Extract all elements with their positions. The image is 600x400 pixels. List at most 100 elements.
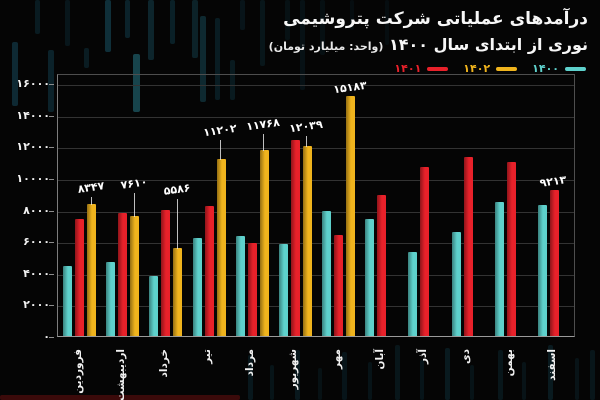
x-axis-label: مهر bbox=[330, 349, 343, 369]
y-axis-tick-label: ۲۰۰۰ bbox=[23, 298, 50, 312]
decorative-streak bbox=[575, 358, 579, 400]
x-axis-label: بهمن bbox=[503, 349, 516, 377]
bar-1400-month-3 bbox=[149, 275, 159, 336]
decorative-streak bbox=[522, 362, 526, 400]
gridline-2000 bbox=[58, 306, 574, 308]
y-axis-tick-label: ۱۴۰۰۰ bbox=[16, 108, 50, 122]
bar-1402-month-4 bbox=[216, 158, 226, 336]
bar-1400-month-8 bbox=[365, 219, 375, 336]
bar-1401-month-8 bbox=[377, 195, 387, 336]
bar-1400-month-11 bbox=[494, 201, 504, 336]
y-axis-tick bbox=[49, 147, 54, 149]
bar-1400-month-12 bbox=[537, 204, 547, 336]
bar-1402-month-7 bbox=[346, 95, 356, 336]
decorative-streak bbox=[395, 345, 400, 400]
bar-1402-month-3 bbox=[173, 247, 183, 336]
decorative-streak bbox=[420, 360, 424, 400]
y-axis-tick bbox=[49, 273, 54, 275]
bar-1401-month-5 bbox=[247, 242, 257, 336]
y-axis-tick bbox=[49, 115, 54, 117]
bar-1400-month-2 bbox=[106, 261, 116, 336]
bar-1402-month-5 bbox=[259, 149, 269, 336]
bar-1401-month-7 bbox=[334, 234, 344, 336]
x-axis-label: آبان bbox=[373, 349, 386, 370]
bar-1400-month-1 bbox=[63, 266, 73, 336]
decorative-streak bbox=[105, 0, 111, 52]
legend-label-1402: ۱۴۰۲ bbox=[463, 62, 491, 75]
y-axis-tick bbox=[49, 305, 54, 307]
bar-1401-month-4 bbox=[204, 206, 214, 336]
bar-1401-month-3 bbox=[161, 209, 171, 336]
decorative-streak bbox=[318, 368, 322, 400]
bar-1400-month-7 bbox=[322, 211, 332, 336]
bar-1400-month-10 bbox=[451, 231, 461, 336]
y-axis-tick-label: ۴۰۰۰ bbox=[23, 266, 50, 280]
x-axis-label: شهریور bbox=[287, 349, 300, 390]
gridline-4000 bbox=[58, 274, 574, 276]
bar-1400-month-6 bbox=[278, 244, 288, 336]
bar-1401-month-12 bbox=[549, 190, 559, 336]
y-axis-tick-label: ۱۲۰۰۰ bbox=[16, 140, 50, 154]
x-axis-label: دی bbox=[460, 349, 473, 365]
legend-item-1400: ۱۴۰۰ bbox=[532, 62, 586, 75]
annotation-leader-line bbox=[133, 192, 135, 217]
annotation-leader-line bbox=[306, 135, 308, 147]
chart-title: درآمدهای عملیاتی شرکت پتروشیمی نوری از ا… bbox=[269, 6, 588, 59]
y-axis-tick bbox=[49, 337, 54, 338]
bar-1401-month-6 bbox=[290, 139, 300, 336]
gridline-16000 bbox=[58, 85, 574, 86]
y-axis-tick bbox=[49, 210, 54, 212]
y-axis-tick-label: ۱۰۰۰۰ bbox=[16, 171, 50, 185]
legend-label-1400: ۱۴۰۰ bbox=[532, 62, 559, 75]
decorative-streak bbox=[65, 0, 70, 46]
decorative-streak bbox=[270, 365, 274, 400]
annotation-leader-line bbox=[90, 197, 92, 205]
legend-swatch-1400 bbox=[565, 66, 586, 71]
decorative-streak bbox=[240, 0, 245, 30]
bar-1402-month-2 bbox=[130, 215, 140, 336]
x-axis-label: آذر bbox=[416, 349, 429, 365]
decorative-streak bbox=[84, 48, 89, 68]
y-axis-tick-label: ۰ bbox=[43, 330, 50, 343]
gridline-6000 bbox=[58, 243, 574, 245]
x-axis-label: فروردین bbox=[71, 349, 84, 394]
bar-1400-month-4 bbox=[192, 237, 202, 336]
legend-swatch-1402 bbox=[496, 66, 518, 71]
bar-1401-month-10 bbox=[463, 157, 473, 336]
x-axis-label: اردیبهشت bbox=[114, 349, 127, 400]
decorative-streak bbox=[35, 0, 40, 34]
x-axis-label: اسفند bbox=[546, 349, 559, 381]
bar-1402-month-1 bbox=[87, 204, 97, 336]
decorative-streak bbox=[192, 0, 198, 58]
annotation-leader-line bbox=[263, 133, 265, 151]
decorative-streak bbox=[260, 0, 265, 66]
bar-1401-month-11 bbox=[506, 162, 516, 336]
plot-area bbox=[57, 74, 575, 337]
chart-title-line2: نوری از ابتدای سال ۱۴۰۰ (واحد: میلیارد ت… bbox=[269, 32, 588, 59]
gridline-12000 bbox=[58, 148, 574, 150]
y-axis-tick-label: ۸۰۰۰ bbox=[23, 203, 50, 217]
decorative-streak bbox=[148, 0, 154, 60]
decorative-streak bbox=[125, 0, 130, 38]
decorative-streak bbox=[590, 350, 595, 400]
annotation-leader-line bbox=[220, 139, 222, 160]
decorative-streak bbox=[445, 348, 450, 400]
legend: ۱۴۰۱ ۱۴۰۲ ۱۴۰۰ bbox=[394, 62, 586, 75]
legend-item-1401: ۱۴۰۱ bbox=[394, 62, 449, 75]
bar-1402-month-6 bbox=[302, 145, 312, 336]
legend-item-1402: ۱۴۰۲ bbox=[463, 62, 518, 75]
bar-1401-month-1 bbox=[75, 219, 85, 336]
bar-1400-month-5 bbox=[235, 236, 245, 336]
legend-label-1401: ۱۴۰۱ bbox=[394, 62, 422, 75]
bar-1401-month-9 bbox=[420, 166, 430, 336]
annotation-leader-line bbox=[176, 198, 178, 249]
chart-title-line1: درآمدهای عملیاتی شرکت پتروشیمی bbox=[283, 9, 588, 29]
decorative-streak bbox=[368, 362, 372, 400]
x-axis-label: مرداد bbox=[244, 349, 257, 377]
bar-1400-month-9 bbox=[408, 252, 418, 336]
legend-swatch-1401 bbox=[427, 66, 449, 71]
y-axis-tick-label: ۱۶۰۰۰ bbox=[16, 77, 50, 90]
y-axis-tick-label: ۶۰۰۰ bbox=[23, 235, 50, 249]
y-axis-tick bbox=[49, 242, 54, 244]
